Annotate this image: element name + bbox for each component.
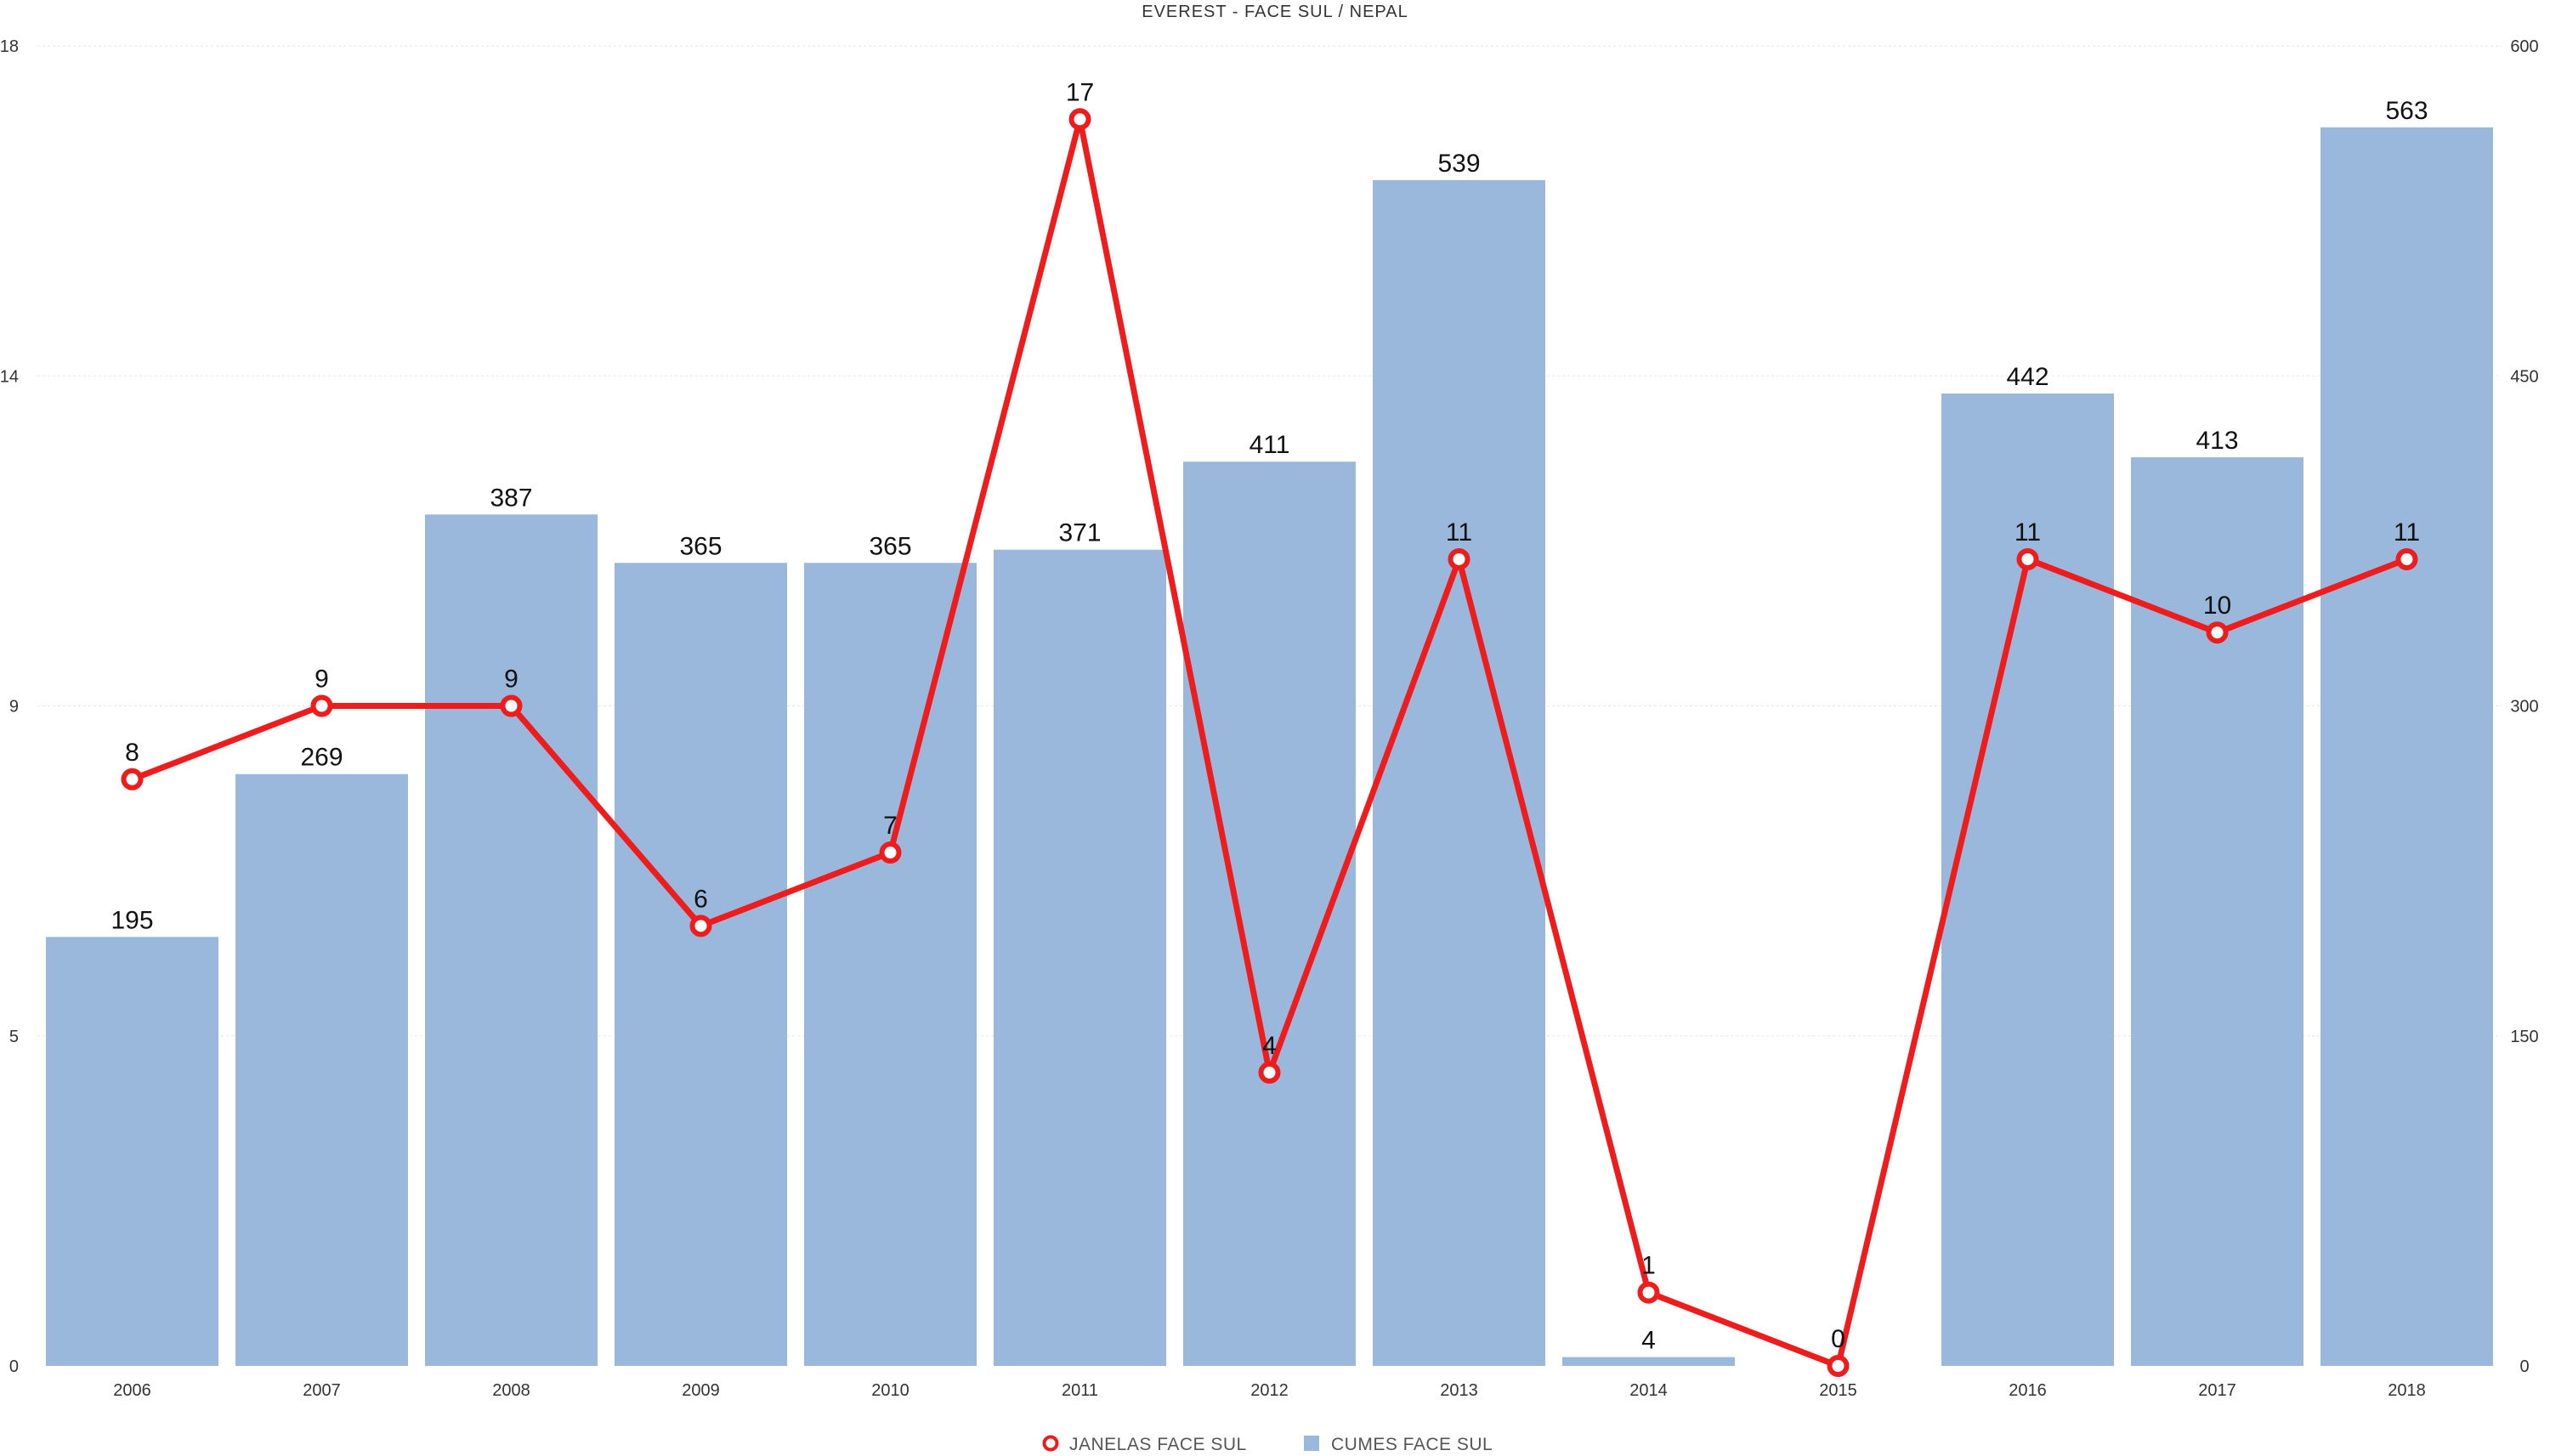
x-tick-label: 2014 <box>1629 1381 1668 1400</box>
line-data-label: 1 <box>1641 1252 1656 1280</box>
legend-item-cumes[interactable]: CUMES FACE SUL <box>1304 1435 1493 1454</box>
left-tick-label: 18 <box>0 37 19 56</box>
line-series <box>121 108 2418 1377</box>
legend-bar-swatch-icon <box>1304 1436 1319 1451</box>
line-data-label: 11 <box>2014 518 2041 547</box>
line-data-label: 6 <box>694 885 708 913</box>
line-point <box>121 768 144 790</box>
right-tick-label: 600 <box>2510 37 2538 56</box>
line-data-label: 10 <box>2203 592 2231 620</box>
legend-item-janelas[interactable]: JANELAS FACE SUL <box>1042 1435 1247 1454</box>
bar-data-label: 371 <box>1058 519 1101 547</box>
bar-data-label: 387 <box>490 484 532 512</box>
line-point <box>2016 547 2039 570</box>
bar <box>235 773 408 1366</box>
legend: JANELAS FACE SUL CUMES FACE SUL <box>1042 1435 1493 1454</box>
bar-data-label: 442 <box>2006 363 2048 391</box>
line-data-label: 4 <box>1262 1032 1277 1060</box>
line-point <box>1448 547 1470 570</box>
line-point <box>689 915 712 938</box>
line-data-label: 11 <box>2394 518 2420 547</box>
chart-title: EVEREST - FACE SUL / NEPAL <box>1142 3 1408 21</box>
left-y-axis: 0 5 9 14 18 <box>0 37 19 1376</box>
bar <box>2320 127 2493 1367</box>
left-tick-label: 9 <box>9 698 19 717</box>
line-data-label: 17 <box>1066 78 1094 106</box>
bar-data-label: 539 <box>1437 150 1480 178</box>
bar-series <box>46 127 2493 1367</box>
x-tick-label: 2006 <box>113 1381 151 1400</box>
line-point <box>310 694 333 717</box>
x-tick-label: 2013 <box>1440 1381 1478 1400</box>
line-point <box>2206 621 2229 644</box>
line-data-label: 9 <box>504 666 518 694</box>
line-point <box>1827 1355 1850 1377</box>
right-tick-label: 300 <box>2510 698 2538 717</box>
x-tick-label: 2007 <box>303 1381 341 1400</box>
line-point <box>2395 547 2418 570</box>
right-tick-label: 450 <box>2510 367 2538 386</box>
legend-label-cumes: CUMES FACE SUL <box>1331 1435 1493 1454</box>
line-point <box>1637 1281 1660 1304</box>
line-data-label: 9 <box>314 666 329 694</box>
bar <box>804 563 977 1366</box>
left-tick-label: 5 <box>9 1028 19 1046</box>
bar <box>994 549 1166 1366</box>
bar-data-label: 365 <box>679 532 722 560</box>
x-tick-label: 2009 <box>682 1381 720 1400</box>
bar <box>1562 1357 1735 1366</box>
x-axis: 2006 2007 2008 2009 2010 2011 2012 2013 2014 2015… <box>113 1381 2426 1400</box>
x-tick-label: 2017 <box>2198 1381 2236 1400</box>
x-tick-label: 2015 <box>1819 1381 1857 1400</box>
bar <box>1373 179 1545 1367</box>
x-tick-label: 2018 <box>2388 1381 2426 1400</box>
left-tick-label: 0 <box>9 1357 19 1376</box>
bar-data-label: 411 <box>1250 431 1290 459</box>
x-tick-label: 2010 <box>871 1381 910 1400</box>
x-tick-label: 2008 <box>492 1381 530 1400</box>
bar <box>615 563 787 1366</box>
bar-data-label: 365 <box>869 532 911 560</box>
line-data-label: 11 <box>1446 518 1472 547</box>
line-point <box>500 694 523 717</box>
line-point <box>1258 1061 1281 1084</box>
x-tick-label: 2016 <box>2009 1381 2047 1400</box>
line-data-label: 0 <box>1831 1325 1845 1353</box>
line-point <box>879 841 902 864</box>
line-data-label: 8 <box>125 739 139 767</box>
right-tick-label: 150 <box>2510 1028 2538 1046</box>
bar <box>425 514 598 1366</box>
bar-data-label: 195 <box>110 906 153 934</box>
bar-data-label: 4 <box>1641 1327 1656 1355</box>
right-y-axis: 0 150 300 450 600 <box>2510 37 2538 1376</box>
legend-line-marker-icon <box>1042 1435 1059 1452</box>
line-data-label: 7 <box>883 812 898 840</box>
bar <box>46 937 218 1366</box>
bar-data-label: 413 <box>2196 427 2238 455</box>
left-tick-label: 14 <box>0 367 19 386</box>
right-tick-label: 0 <box>2519 1357 2529 1376</box>
x-tick-label: 2011 <box>1062 1381 1098 1400</box>
bar-data-label: 269 <box>300 744 343 772</box>
x-tick-label: 2012 <box>1250 1381 1289 1400</box>
bar-data-label: 563 <box>2385 97 2428 125</box>
legend-label-janelas: JANELAS FACE SUL <box>1069 1435 1247 1454</box>
line-point <box>1068 108 1091 131</box>
